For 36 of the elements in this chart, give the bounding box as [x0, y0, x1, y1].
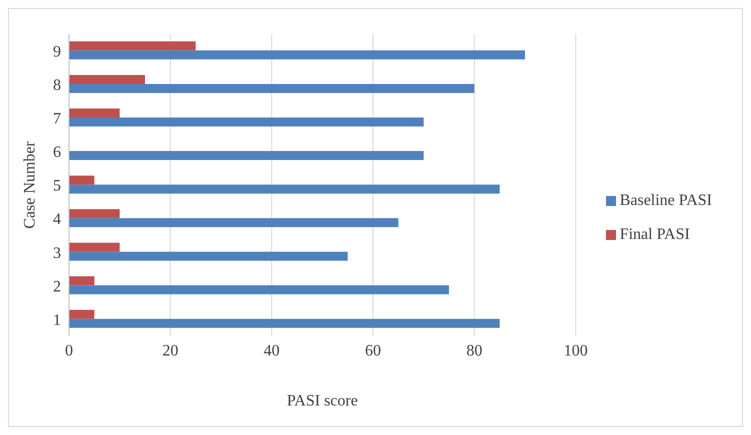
y-tick-label: 8	[53, 77, 61, 94]
x-tick-label: 100	[564, 342, 588, 360]
x-tick-label: 60	[365, 342, 382, 360]
bar	[69, 276, 94, 286]
bar	[69, 242, 120, 252]
bar	[69, 117, 424, 126]
x-tick-label: 20	[162, 342, 178, 360]
bar	[69, 176, 94, 185]
y-tick-label: 3	[53, 244, 61, 262]
x-tick-label: 40	[264, 342, 280, 360]
bar	[69, 318, 500, 328]
y-tick-label: 4	[53, 211, 61, 228]
bar	[69, 108, 120, 118]
y-tick-label: 6	[53, 144, 61, 162]
y-tick-label: 9	[53, 43, 61, 60]
y-axis-title: Case Number	[22, 140, 39, 229]
legend-label: Baseline PASI	[620, 192, 712, 208]
legend-label: Final PASI	[620, 226, 690, 242]
bar	[69, 151, 424, 160]
bar	[69, 252, 348, 261]
y-tick-label: 7	[53, 110, 61, 128]
x-tick-label: 80	[466, 342, 482, 360]
y-tick-label: 5	[53, 178, 61, 195]
bar	[69, 84, 474, 93]
bar	[69, 184, 500, 194]
y-tick-label: 1	[53, 312, 61, 329]
bar	[69, 218, 398, 228]
y-tick-label: 2	[53, 278, 61, 296]
bar	[69, 74, 146, 84]
bar	[69, 285, 450, 294]
bar	[69, 41, 196, 50]
bar	[69, 50, 526, 60]
x-tick-label: 0	[65, 342, 73, 360]
bar	[69, 209, 120, 218]
x-axis-title: PASI score	[286, 392, 358, 410]
bar	[69, 310, 94, 319]
